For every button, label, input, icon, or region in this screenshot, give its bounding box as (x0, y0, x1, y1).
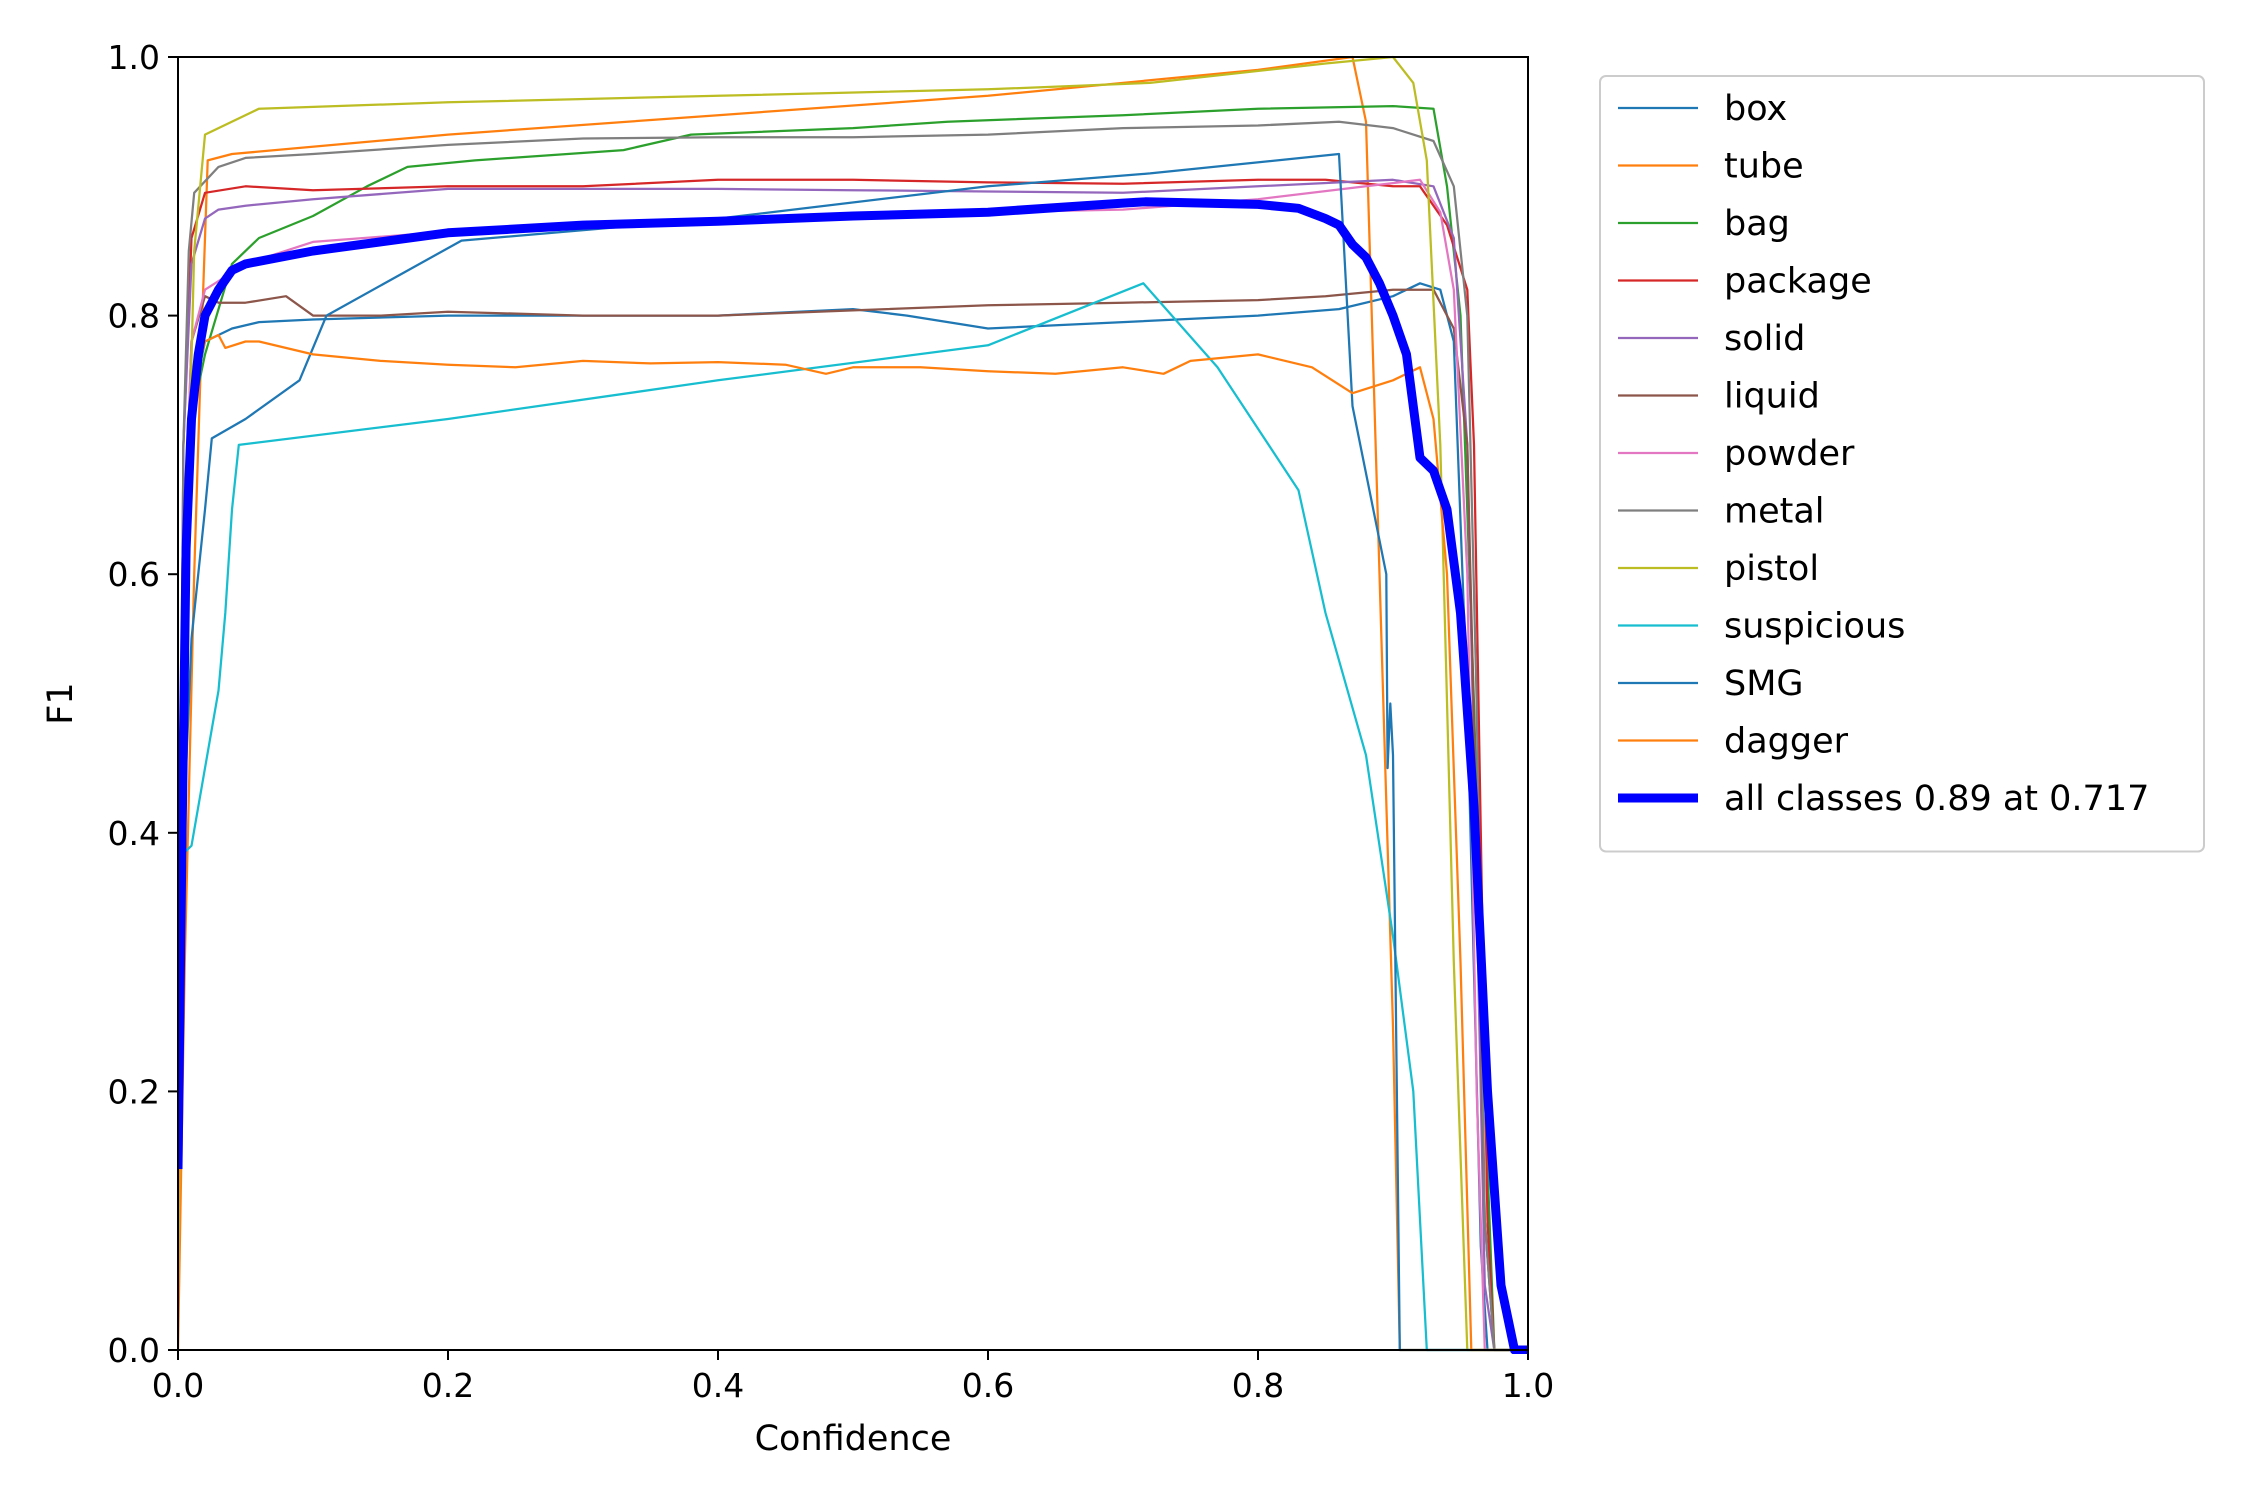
legend: box tube bag package solid liquid powder metal p… (1599, 75, 2205, 853)
series-line-bag (178, 104, 1528, 1352)
series-lines (178, 55, 1528, 1354)
legend-label: suspicious (1724, 607, 1905, 647)
legend-label: dagger (1724, 722, 1849, 762)
y-tick-label: 0.4 (108, 814, 160, 853)
y-tick-label: 0.8 (108, 297, 160, 336)
legend-label: box (1724, 89, 1787, 129)
series-line-all-classes-0-89-at-0-717 (178, 197, 1528, 1354)
legend-label: bag (1724, 204, 1790, 244)
legend-box (1599, 75, 2205, 853)
y-tick-label: 0.2 (108, 1072, 160, 1111)
x-tick-label: 0.2 (422, 1366, 474, 1405)
y-tick-label: 0.6 (108, 555, 160, 594)
legend-label: liquid (1724, 377, 1820, 417)
series-line-suspicious (178, 282, 1528, 1352)
legend-label: package (1724, 262, 1872, 302)
legend-label: solid (1724, 319, 1805, 359)
legend-label: SMG (1724, 664, 1804, 704)
x-tick-label: 0.6 (962, 1366, 1014, 1405)
y-tick-label: 1.0 (108, 38, 160, 77)
x-tick-label: 0.4 (692, 1366, 744, 1405)
series-line-dagger (178, 333, 1528, 1352)
x-axis-label: Confidence (755, 1419, 952, 1459)
y-tick-label: 0.0 (108, 1331, 160, 1370)
series-line-smg (178, 152, 1528, 1352)
y-axis-label: F1 (41, 682, 81, 724)
plot-frame (177, 56, 1529, 1351)
series-line-tube (178, 55, 1528, 1352)
legend-label: all classes 0.89 at 0.717 (1724, 779, 2149, 819)
legend-label: tube (1724, 147, 1804, 187)
series-line-package (178, 178, 1528, 1352)
legend-label: powder (1724, 434, 1855, 474)
series-line-powder (178, 178, 1528, 1352)
series-line-liquid (178, 288, 1528, 1352)
legend-label: pistol (1724, 549, 1819, 589)
x-tick-label: 1.0 (1502, 1366, 1554, 1405)
series-line-pistol (178, 55, 1528, 1352)
legend-label: metal (1724, 492, 1825, 532)
x-tick-label: 0.0 (152, 1366, 204, 1405)
series-line-box (178, 282, 1528, 1352)
x-tick-label: 0.8 (1232, 1366, 1284, 1405)
series-line-metal (178, 120, 1528, 1352)
series-line-solid (178, 178, 1528, 1352)
